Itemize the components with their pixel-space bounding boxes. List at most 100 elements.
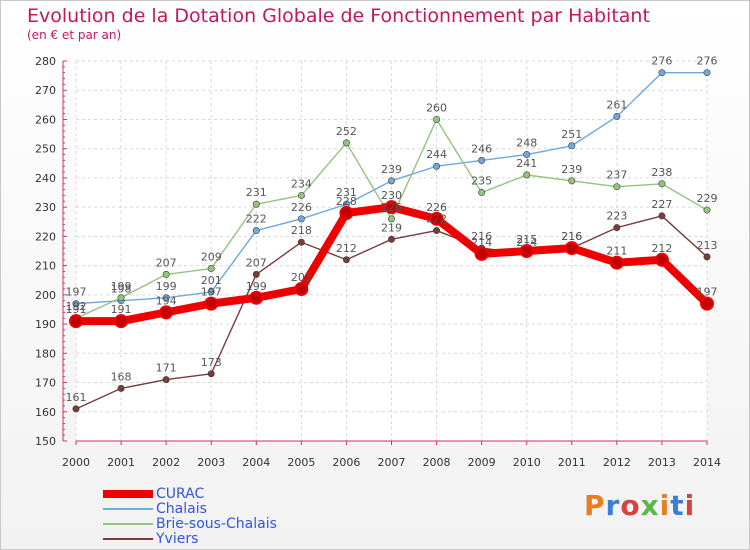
y-tick-label: 250 (35, 143, 56, 156)
logo-letter: P (584, 489, 606, 522)
y-tick-label: 280 (35, 55, 56, 68)
data-label: 234 (291, 177, 312, 190)
y-tick-label: 210 (35, 260, 56, 273)
data-label: 211 (606, 245, 627, 258)
data-label: 251 (561, 128, 582, 141)
data-label: 199 (246, 280, 267, 293)
data-point (117, 384, 125, 392)
data-label: 194 (156, 294, 177, 307)
x-tick-label: 2013 (648, 456, 676, 469)
data-label: 223 (606, 210, 627, 223)
x-tick-label: 2012 (603, 456, 631, 469)
logo-letter: x (640, 489, 660, 522)
data-point (478, 156, 486, 164)
data-point (654, 252, 669, 267)
data-point (613, 224, 621, 232)
data-point (294, 282, 309, 296)
data-label: 239 (381, 163, 402, 176)
data-label: 230 (381, 189, 402, 202)
data-point (252, 200, 260, 208)
data-point (519, 244, 534, 258)
data-point (658, 212, 666, 220)
data-point (613, 183, 621, 191)
x-tick-label: 2007 (378, 456, 406, 469)
data-point (474, 246, 489, 261)
y-tick-label: 270 (35, 84, 56, 97)
legend-label: Yviers (156, 530, 199, 547)
data-point (297, 238, 305, 246)
data-point (297, 191, 305, 199)
data-label: 216 (561, 230, 582, 243)
data-point (703, 69, 711, 77)
data-point (207, 370, 215, 378)
data-label: 214 (471, 236, 492, 249)
legend-label: Brie-sous-Chalais (156, 515, 277, 532)
data-point (658, 180, 666, 188)
data-point (523, 151, 531, 159)
logo-letter: o (620, 489, 641, 522)
data-point (339, 206, 354, 220)
chart-legend: CURAC Chalais Brie-sous-Chalais Yviers (103, 485, 277, 547)
data-label: 197 (697, 286, 718, 299)
data-point (700, 296, 714, 311)
data-point (433, 115, 441, 123)
data-label: 161 (66, 391, 87, 404)
data-point (117, 294, 125, 302)
x-tick-label: 2005 (287, 456, 315, 469)
logo-letter: i (659, 489, 671, 522)
data-point (114, 314, 129, 329)
data-label: 276 (697, 55, 718, 68)
data-label: 216 (471, 230, 492, 243)
y-tick-label: 230 (35, 201, 56, 214)
y-tick-label: 200 (35, 289, 56, 302)
data-label: 235 (471, 175, 492, 188)
data-label: 213 (697, 239, 718, 252)
data-point (342, 139, 350, 147)
data-point (249, 290, 264, 305)
data-point (568, 142, 576, 150)
data-point (564, 241, 579, 256)
data-point (162, 294, 170, 302)
y-tick-label: 180 (35, 347, 56, 360)
data-label: 222 (246, 213, 267, 226)
legend-swatch (103, 537, 153, 540)
data-point (252, 270, 260, 278)
data-point (162, 376, 170, 384)
data-point (207, 288, 215, 296)
data-label: 191 (66, 303, 87, 316)
data-label: 226 (426, 201, 447, 214)
legend-label: CURAC (156, 485, 205, 502)
y-tick-label: 260 (35, 113, 56, 126)
x-tick-label: 2011 (558, 456, 586, 469)
data-label: 207 (156, 256, 177, 269)
data-label: 214 (516, 236, 537, 249)
data-point (297, 215, 305, 223)
data-point (703, 206, 711, 214)
data-point (207, 265, 215, 273)
data-label: 226 (291, 201, 312, 214)
data-label: 197 (201, 286, 222, 299)
data-point (204, 296, 219, 311)
legend-item: Chalais (103, 500, 277, 517)
data-point (613, 113, 621, 121)
data-label: 261 (606, 99, 627, 112)
x-tick-label: 2004 (242, 456, 270, 469)
logo-letter: t (670, 489, 685, 522)
legend-label: Chalais (156, 500, 207, 517)
data-point (523, 171, 531, 179)
data-point (658, 69, 666, 77)
data-label: 197 (66, 286, 87, 299)
data-label: 229 (697, 192, 718, 205)
x-tick-label: 2008 (423, 456, 451, 469)
data-point (72, 405, 80, 413)
data-label: 201 (201, 274, 222, 287)
data-label: 276 (651, 55, 672, 68)
data-point (162, 270, 170, 278)
data-label: 209 (201, 251, 222, 264)
x-tick-label: 2006 (332, 456, 360, 469)
data-point (387, 215, 395, 223)
data-label: 218 (291, 224, 312, 237)
chart-subtitle: (en € et par an) (27, 28, 122, 42)
legend-item: CURAC (103, 485, 277, 502)
data-label: 216 (561, 230, 582, 243)
